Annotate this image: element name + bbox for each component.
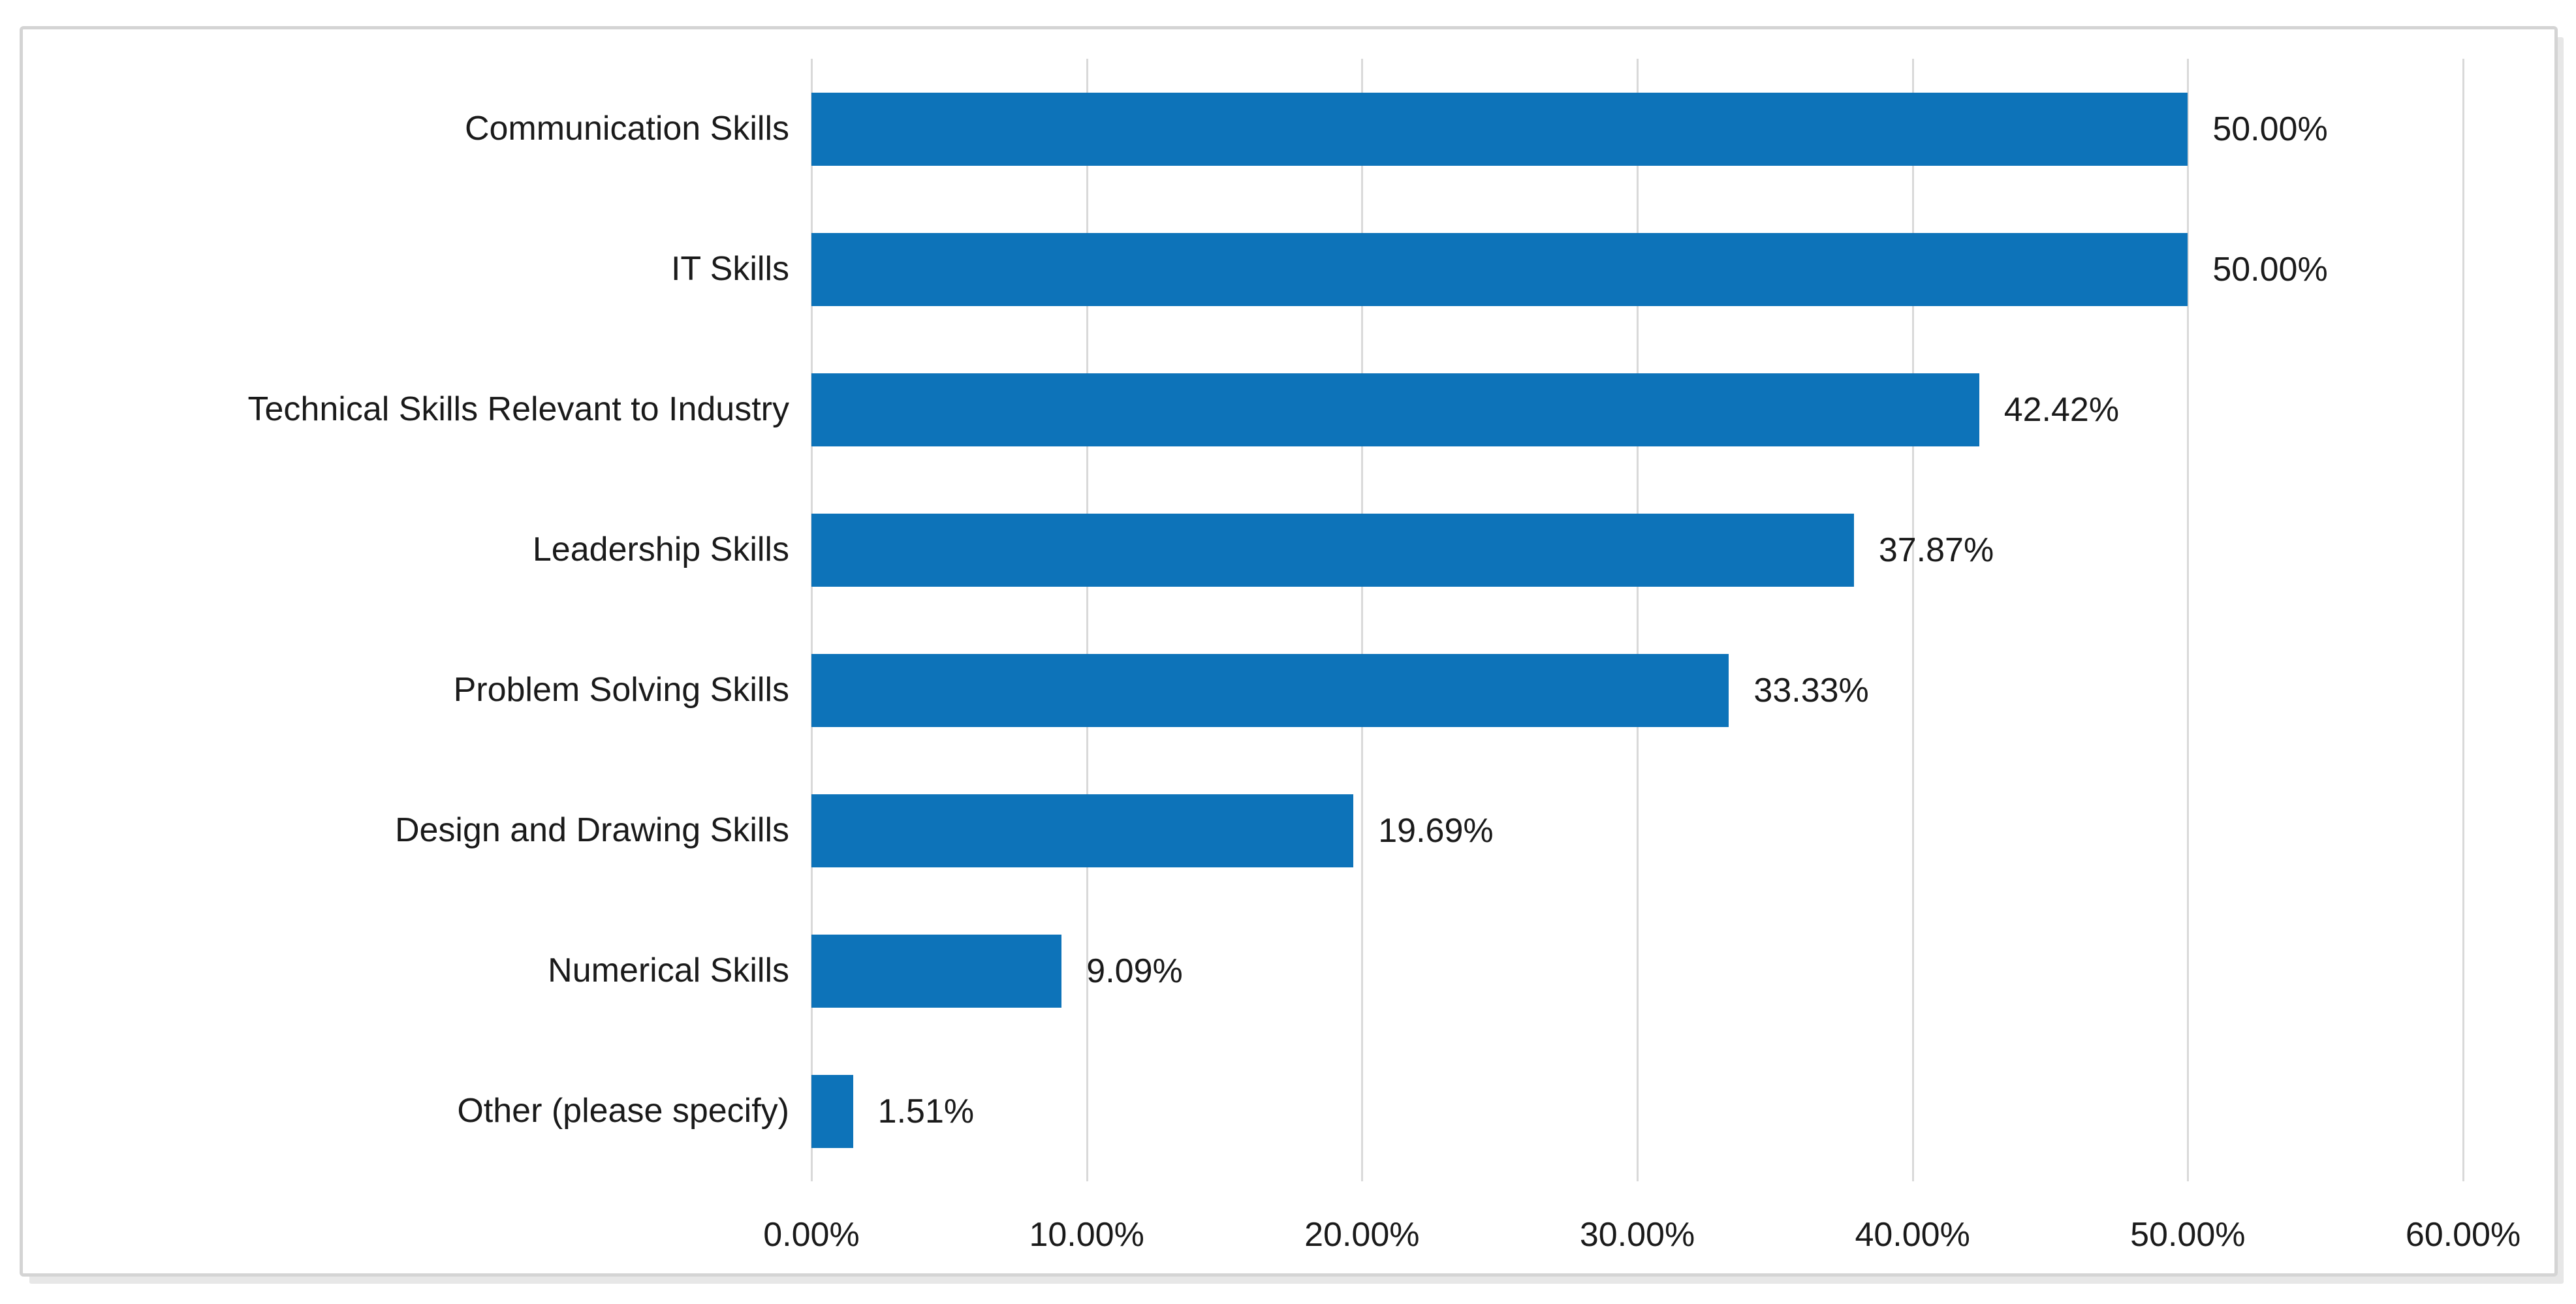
bar-numerical-skills bbox=[811, 934, 1062, 1008]
value-label-technical-skills-relevant-to-industry: 42.42% bbox=[2003, 390, 2120, 429]
x-tick-label-0: 0.00% bbox=[763, 1216, 860, 1254]
x-tick-label-40: 40.00% bbox=[1855, 1216, 1970, 1254]
x-tick-label-20: 20.00% bbox=[1304, 1216, 1420, 1254]
x-tick-label-50: 50.00% bbox=[2130, 1216, 2246, 1254]
x-tick-label-10: 10.00% bbox=[1029, 1216, 1144, 1254]
gridline-40 bbox=[1911, 59, 1914, 1181]
plot-area: 0.00% 10.00% 20.00% 30.00% 40.00% 50.00% 60.00… bbox=[23, 29, 2554, 1273]
bar-leadership-skills bbox=[811, 513, 1854, 587]
gridline-0 bbox=[811, 59, 813, 1181]
gridline-20 bbox=[1361, 59, 1364, 1181]
category-label-it-skills: IT Skills bbox=[670, 249, 789, 288]
value-label-it-skills: 50.00% bbox=[2212, 250, 2328, 288]
value-label-problem-solving-skills: 33.33% bbox=[1753, 671, 1869, 709]
category-label-technical-skills-relevant-to-industry: Technical Skills Relevant to Industry bbox=[247, 390, 790, 428]
category-label-problem-solving-skills: Problem Solving Skills bbox=[453, 670, 789, 709]
category-label-leadership-skills: Leadership Skills bbox=[532, 530, 789, 568]
value-label-communication-skills: 50.00% bbox=[2212, 110, 2328, 148]
bar-communication-skills bbox=[811, 92, 2188, 166]
value-label-design-and-drawing-skills: 19.69% bbox=[1378, 811, 1494, 850]
category-label-numerical-skills: Numerical Skills bbox=[548, 951, 789, 989]
bar-design-and-drawing-skills bbox=[811, 794, 1354, 867]
category-label-communication-skills: Communication Skills bbox=[464, 109, 789, 147]
category-label-design-and-drawing-skills: Design and Drawing Skills bbox=[394, 811, 789, 849]
gridline-30 bbox=[1637, 59, 1639, 1181]
value-label-other-please-specify: 1.51% bbox=[877, 1092, 975, 1130]
gridline-60 bbox=[2462, 59, 2464, 1181]
value-label-numerical-skills: 9.09% bbox=[1086, 952, 1183, 990]
gridline-10 bbox=[1086, 59, 1088, 1181]
bar-it-skills bbox=[811, 232, 2188, 306]
bar-problem-solving-skills bbox=[811, 653, 1729, 727]
bar-other-please-specify bbox=[811, 1074, 853, 1148]
bar-technical-skills-relevant-to-industry bbox=[811, 373, 1979, 446]
gridline-50 bbox=[2187, 59, 2190, 1181]
chart-frame: 0.00% 10.00% 20.00% 30.00% 40.00% 50.00% 60.00… bbox=[20, 26, 2558, 1277]
category-label-other-please-specify: Other (please specify) bbox=[457, 1091, 789, 1130]
x-tick-label-60: 60.00% bbox=[2405, 1216, 2521, 1254]
x-tick-label-30: 30.00% bbox=[1579, 1216, 1695, 1254]
value-label-leadership-skills: 37.87% bbox=[1878, 531, 1994, 569]
